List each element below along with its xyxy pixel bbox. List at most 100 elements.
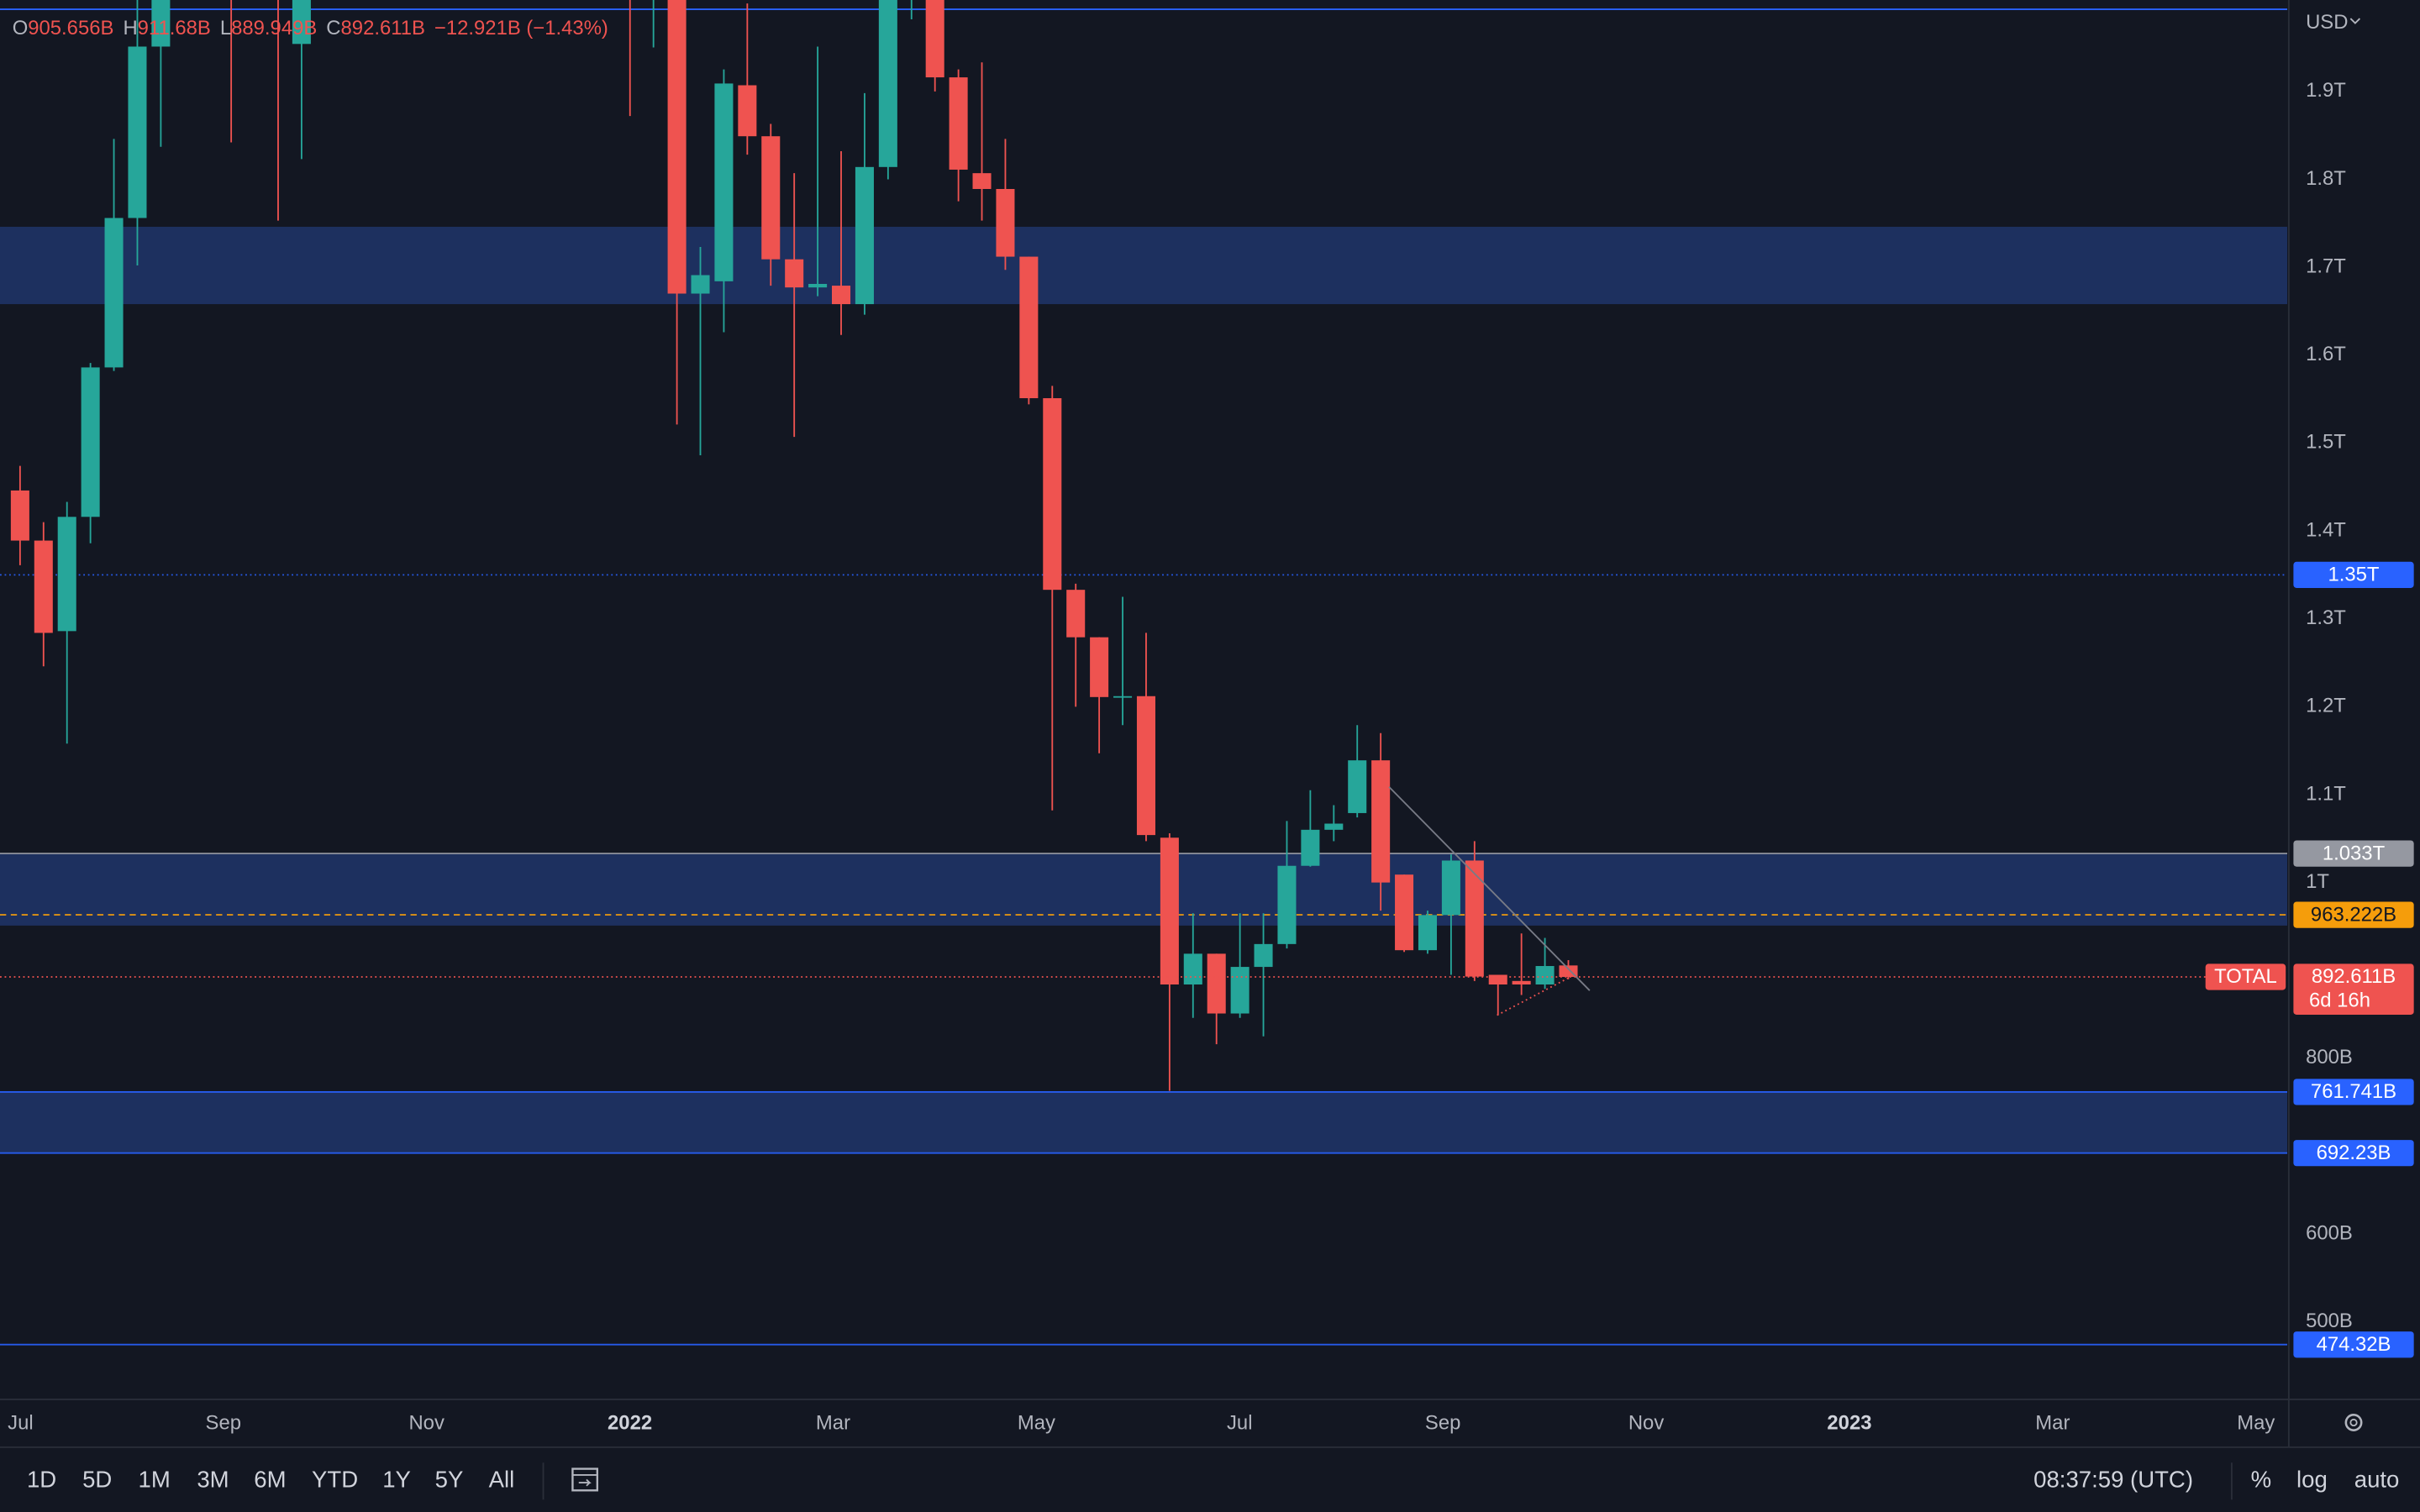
plot — [0, 0, 2288, 1346]
range-button[interactable]: 1D — [27, 1467, 56, 1493]
y-tick-label: 1.4T — [2306, 518, 2346, 541]
x-tick-label: Jul — [8, 1412, 33, 1435]
y-tick-label: 800B — [2306, 1046, 2353, 1068]
legend-value: 905.656B — [28, 17, 113, 39]
range-button[interactable]: YTD — [312, 1467, 358, 1493]
candle-body — [972, 173, 992, 189]
range-button[interactable]: 1Y — [382, 1467, 411, 1493]
zone — [0, 226, 2288, 305]
candle-body — [714, 83, 734, 281]
candle-body — [1301, 829, 1320, 866]
candle-body — [1183, 953, 1202, 985]
level-badge-label: 1.033T — [2323, 842, 2386, 864]
legend-value: 911.68B — [138, 17, 211, 39]
scale-option[interactable]: auto — [2354, 1467, 2400, 1493]
date-range-icon[interactable] — [571, 1467, 599, 1492]
candle-body — [1090, 637, 1109, 697]
ohlc-legend: O905.656B H911.68B L889.949B C892.611B −12.9… — [13, 17, 608, 39]
candle-body — [738, 85, 757, 137]
x-tick-label: May — [1018, 1412, 1055, 1435]
candle-body — [761, 136, 781, 260]
legend-key: O — [13, 17, 29, 39]
symbol-tag-label: TOTAL — [2214, 965, 2277, 988]
candle-body — [691, 275, 710, 294]
candle-body — [1113, 696, 1133, 698]
candle-body — [808, 283, 828, 288]
level-badge-label: 692.23B — [2317, 1142, 2391, 1164]
candle-body — [34, 540, 53, 633]
zone — [0, 1091, 2288, 1153]
countdown: 6d 16h — [2309, 990, 2370, 1012]
x-tick-label: 2023 — [1827, 1412, 1871, 1435]
trend-line — [1388, 786, 1591, 991]
level-badge-label: 1.35T — [2328, 564, 2380, 586]
candle-body — [785, 259, 804, 288]
y-tick-label: 1.2T — [2306, 695, 2346, 717]
scale-option[interactable]: log — [2296, 1467, 2328, 1493]
legend-key: H — [123, 17, 137, 39]
currency-chevron — [2349, 18, 2361, 24]
level-badge — [2293, 561, 2414, 588]
x-tick-label: Jul — [1227, 1412, 1253, 1435]
candle-body — [151, 0, 171, 47]
range-button[interactable]: 1M — [139, 1467, 171, 1493]
x-tick-label: 2022 — [608, 1412, 652, 1435]
y-tick-label: 500B — [2306, 1310, 2353, 1332]
candle-body — [1043, 398, 1062, 591]
range-button[interactable]: 6M — [254, 1467, 286, 1493]
y-tick-label: 1.6T — [2306, 343, 2346, 365]
candle-body — [1066, 590, 1086, 638]
drawings — [0, 786, 2288, 1016]
candle-body — [878, 0, 897, 167]
range-button[interactable]: 5Y — [435, 1467, 464, 1493]
level-badge-label: 474.32B — [2317, 1333, 2391, 1356]
x-tick-label: May — [2237, 1412, 2275, 1435]
range-button[interactable]: 3M — [197, 1467, 229, 1493]
candle-body — [1324, 823, 1344, 830]
legend-change: −12.921B (−1.43%) — [434, 17, 608, 39]
x-tick-label: Sep — [206, 1412, 241, 1435]
candle-body — [104, 218, 124, 368]
candle-body — [292, 0, 311, 45]
y-tick-label: 1.5T — [2306, 431, 2346, 454]
x-tick-label: Sep — [1425, 1412, 1460, 1435]
y-tick-label: 600B — [2306, 1222, 2353, 1245]
currency[interactable]: USD — [2306, 11, 2348, 34]
zone — [0, 853, 2288, 926]
y-tick-label: 1.3T — [2306, 606, 2346, 629]
candle-body — [1254, 943, 1273, 968]
candle-body — [832, 286, 851, 305]
level-badge — [2293, 901, 2414, 928]
candle-body — [949, 77, 968, 170]
legend-value: 889.949B — [231, 17, 317, 39]
candle-body — [1488, 974, 1507, 985]
candle-body — [1371, 760, 1391, 883]
candle-body — [1418, 915, 1437, 951]
last-price-badge — [2293, 963, 2414, 1015]
candle-body — [667, 0, 687, 294]
candle-body — [1277, 865, 1297, 944]
range-button[interactable]: All — [489, 1467, 515, 1493]
level-badge-label: 761.741B — [2311, 1080, 2396, 1103]
y-tick-label: 1.9T — [2306, 79, 2346, 102]
clock[interactable]: 08:37:59 (UTC) — [2033, 1467, 2193, 1493]
level-badge — [2293, 840, 2414, 867]
candle-body — [996, 188, 1015, 257]
y-tick-label: 1T — [2306, 870, 2329, 893]
candle-body — [1348, 760, 1367, 813]
candle-body — [1465, 860, 1484, 977]
legend-key: L — [220, 17, 231, 39]
candle-body — [1136, 696, 1155, 836]
scale-option[interactable]: % — [2251, 1467, 2272, 1493]
range-button[interactable]: 5D — [82, 1467, 112, 1493]
candle-body — [1395, 874, 1414, 951]
y-tick-label: 1.8T — [2306, 167, 2346, 190]
candle-body — [81, 367, 100, 517]
candle-body — [1512, 980, 1531, 985]
candle-body — [1441, 860, 1460, 916]
candle-body — [1160, 837, 1179, 985]
legend-value: 892.611B — [341, 17, 425, 39]
settings-icon[interactable] — [2344, 1414, 2363, 1431]
